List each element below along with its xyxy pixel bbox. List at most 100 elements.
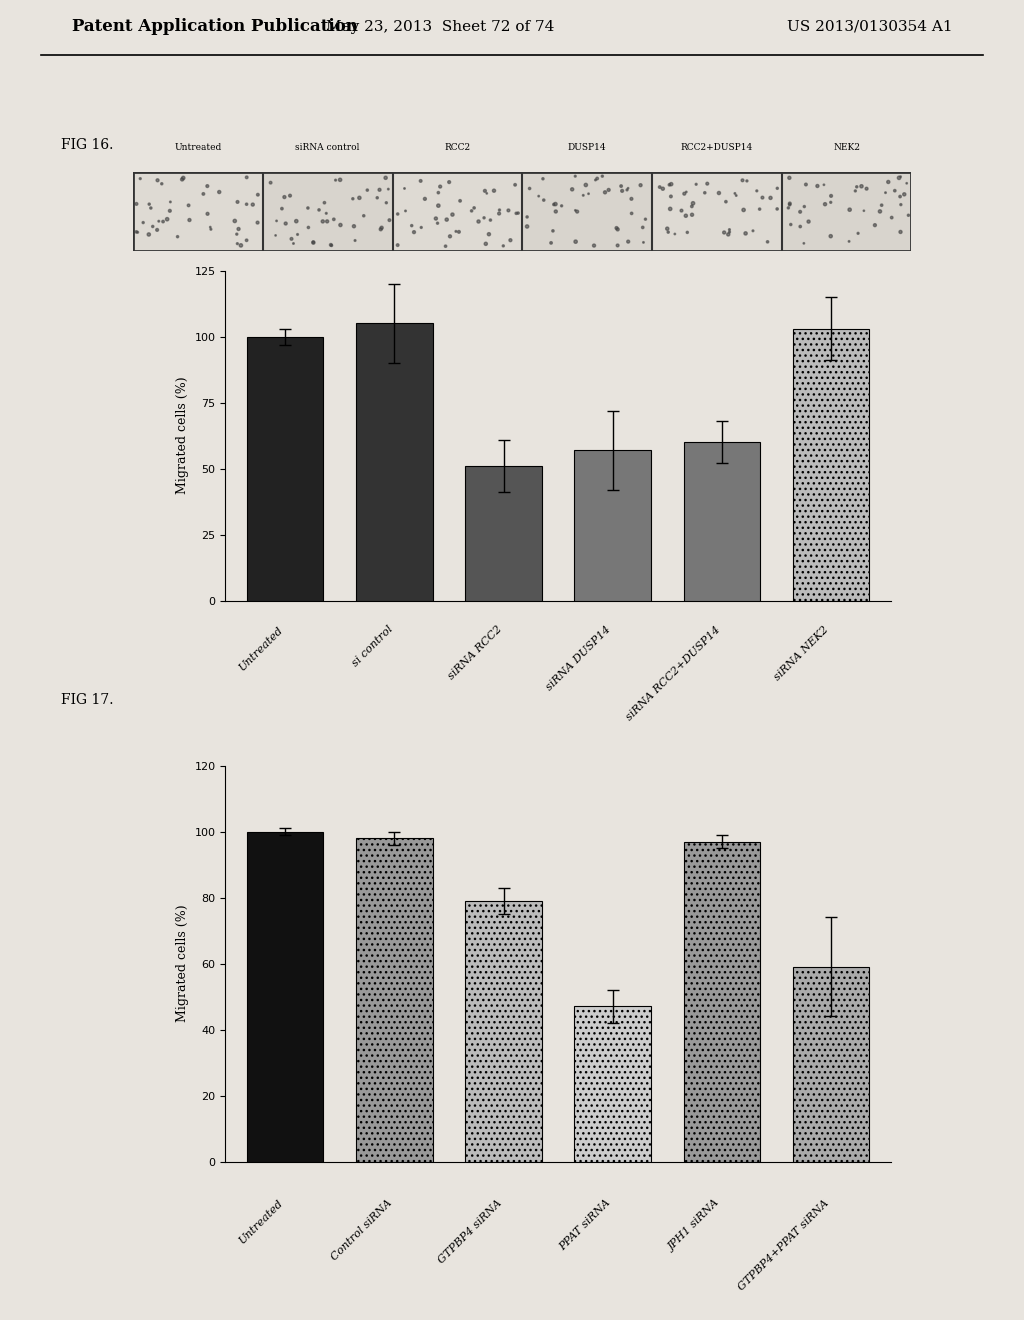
Bar (465, 900, 542, 1162)
Point (128, 193, 144, 214)
Point (464, 201, 480, 222)
Point (151, 211, 167, 232)
Point (847, 181, 863, 202)
Point (148, 219, 165, 240)
Point (663, 174, 679, 195)
Point (896, 183, 912, 205)
Point (478, 182, 495, 203)
Bar (574, 450, 651, 601)
Point (347, 230, 364, 251)
Point (887, 180, 903, 201)
Point (659, 218, 676, 239)
Text: siRNA RCC2: siRNA RCC2 (446, 624, 504, 682)
Point (432, 176, 449, 197)
Point (578, 174, 594, 195)
Point (781, 194, 798, 215)
Point (437, 236, 454, 257)
Point (441, 226, 458, 247)
Point (397, 201, 414, 222)
Bar (574, 1006, 651, 1162)
Point (796, 195, 812, 216)
Text: siRNA NEK2: siRNA NEK2 (773, 624, 830, 682)
Y-axis label: Migrated cells (%): Migrated cells (%) (176, 376, 188, 495)
Bar (356, 838, 432, 1162)
Point (492, 199, 508, 220)
Point (482, 210, 499, 231)
Point (162, 191, 178, 213)
Point (199, 176, 215, 197)
Point (318, 203, 335, 224)
Point (662, 174, 678, 195)
Bar (247, 337, 324, 601)
Point (378, 168, 394, 189)
Point (282, 185, 298, 206)
Point (635, 232, 651, 253)
Point (618, 180, 635, 201)
Point (239, 194, 255, 215)
Point (485, 180, 502, 201)
Point (696, 182, 713, 203)
Point (413, 170, 429, 191)
Point (447, 220, 464, 242)
Point (662, 198, 678, 219)
Point (609, 235, 626, 256)
Point (452, 190, 468, 211)
Point (380, 178, 396, 199)
Point (300, 198, 316, 219)
Point (755, 187, 771, 209)
Point (823, 185, 840, 206)
Point (389, 203, 406, 224)
Point (564, 178, 581, 199)
Point (262, 172, 279, 193)
Point (597, 182, 613, 203)
Point (891, 168, 907, 189)
Point (575, 185, 592, 206)
Point (762, 187, 778, 209)
Point (519, 216, 536, 238)
Point (305, 232, 322, 253)
Point (300, 216, 316, 238)
Point (355, 205, 372, 226)
Point (430, 195, 446, 216)
Point (288, 211, 304, 232)
Point (624, 189, 640, 210)
Point (898, 173, 914, 194)
Point (781, 168, 798, 189)
Point (841, 231, 857, 252)
Point (663, 186, 679, 207)
Point (718, 191, 734, 213)
Point (250, 185, 266, 206)
Point (202, 216, 218, 238)
Point (792, 201, 808, 222)
Point (866, 215, 883, 236)
Point (613, 176, 630, 197)
Point (850, 223, 866, 244)
Point (250, 213, 266, 234)
Point (305, 231, 322, 252)
Point (581, 183, 597, 205)
Point (547, 194, 563, 215)
Point (444, 205, 461, 226)
Point (711, 182, 727, 203)
Point (674, 201, 690, 222)
Text: Control siRNA: Control siRNA (330, 1199, 394, 1262)
Point (892, 186, 908, 207)
Bar (356, 323, 432, 601)
Point (600, 180, 616, 201)
Point (239, 230, 255, 251)
Point (685, 193, 701, 214)
Point (853, 176, 869, 197)
Point (175, 168, 191, 189)
Point (508, 203, 524, 224)
Point (760, 231, 776, 252)
Text: May 23, 2013  Sheet 72 of 74: May 23, 2013 Sheet 72 of 74 (326, 20, 555, 34)
Text: NEK2: NEK2 (833, 143, 860, 152)
Point (381, 210, 397, 231)
Point (428, 209, 444, 230)
Point (507, 174, 523, 195)
Bar (465, 466, 542, 601)
Point (378, 193, 394, 214)
Point (678, 205, 694, 226)
Point (169, 226, 185, 247)
Point (782, 214, 799, 235)
